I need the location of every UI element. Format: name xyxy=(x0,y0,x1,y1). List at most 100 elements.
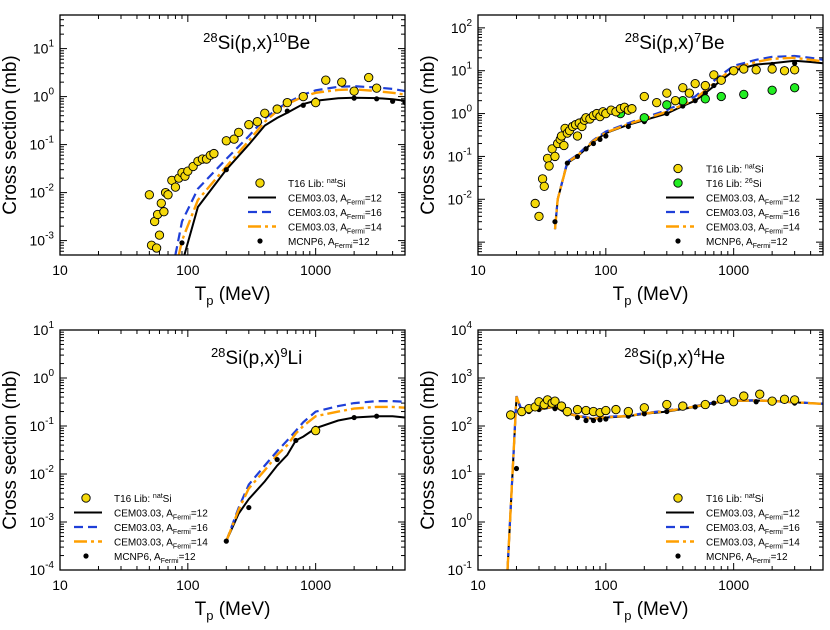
y-tick-label: 10-3 xyxy=(30,512,55,530)
y-tick-label: 100 xyxy=(33,87,55,105)
panel-title: 28Si(p,x)7Be xyxy=(625,30,725,54)
y-tick-label: 100 xyxy=(33,368,55,386)
x-label-unit: (MeV) xyxy=(631,599,688,620)
y-tick-exponent: -3 xyxy=(45,231,54,242)
exp-point xyxy=(678,83,688,93)
y-tick-base: 10 xyxy=(448,148,464,164)
exp-point xyxy=(544,161,554,171)
y-tick-exponent: 2 xyxy=(466,18,472,29)
y-tick-exponent: -1 xyxy=(463,146,472,157)
legend-label: CEM03.03, AFermi=14 xyxy=(288,223,382,236)
exp-point xyxy=(252,117,263,127)
plot-area xyxy=(223,400,405,544)
legend-item-cem12: CEM03.03, AFermi=12 xyxy=(666,509,800,522)
legend-sub: Fermi xyxy=(753,243,771,250)
y-axis-label: Cross section (mb) xyxy=(0,55,21,214)
mcnp-point xyxy=(664,110,670,117)
exp-point xyxy=(539,181,549,192)
mcnp-point xyxy=(513,465,520,472)
series-cem16-line xyxy=(225,400,405,542)
y-tick-label: 101 xyxy=(451,464,473,482)
y-tick-base: 10 xyxy=(33,89,49,105)
plot-area xyxy=(505,389,823,570)
legend-label: CEM03.03, AFermi=14 xyxy=(706,223,800,236)
y-tick-exponent: 0 xyxy=(48,87,54,98)
exp-point xyxy=(700,80,710,91)
exp-point xyxy=(739,64,749,74)
exp-point xyxy=(662,399,672,410)
x-label-sub: p xyxy=(206,608,213,623)
exp-point xyxy=(779,394,790,404)
exp-point xyxy=(311,426,321,436)
exp-point xyxy=(534,211,544,221)
y-tick-base: 10 xyxy=(33,370,49,386)
mcnp-point xyxy=(597,417,603,423)
mcnp-point xyxy=(590,417,597,424)
x-tick-label: 1000 xyxy=(718,262,749,278)
x-tick-label: 1000 xyxy=(300,577,331,593)
legend-label: T16 Lib: 26Si xyxy=(706,178,762,190)
y-tick-base: 10 xyxy=(451,63,467,79)
mcnp-point xyxy=(664,408,670,415)
title-mass-pre: 28 xyxy=(203,30,217,45)
exp-point xyxy=(349,86,359,96)
legend-label: MCNP6, AFermi=12 xyxy=(288,237,370,250)
legend-sup: nat xyxy=(327,178,337,185)
legend-label: CEM03.03, AFermi=12 xyxy=(288,194,382,207)
legend-item-cem14: CEM03.03, AFermi=14 xyxy=(74,538,208,551)
legend-label: MCNP6, AFermi=12 xyxy=(706,552,788,565)
x-label-unit: (MeV) xyxy=(213,599,270,620)
mcnp-point xyxy=(223,167,229,173)
y-tick-exponent: -1 xyxy=(45,416,54,427)
title-mass-product: 10 xyxy=(272,30,286,45)
x-tick-label: 100 xyxy=(594,577,618,593)
exp-point xyxy=(623,406,633,417)
mcnp-point xyxy=(574,153,581,160)
y-tick-exponent: 3 xyxy=(466,368,472,379)
legend-marker xyxy=(255,178,265,188)
y-tick-exponent: 0 xyxy=(466,104,472,115)
exp-point xyxy=(789,395,800,405)
legend-text-end: =16 xyxy=(365,208,382,219)
mcnp-point xyxy=(564,160,570,166)
exp-point xyxy=(170,182,181,192)
panel-title: 28Si(p,x)9Li xyxy=(211,345,302,369)
exp-point xyxy=(789,65,800,75)
legend-text: CEM03.03, A xyxy=(114,538,173,549)
legend-label: T16 Lib: natSi xyxy=(706,493,764,505)
mcnp-point xyxy=(641,411,647,417)
mcnp-point xyxy=(179,240,185,246)
exp-point xyxy=(751,65,761,75)
legend-text: MCNP6, A xyxy=(706,552,753,563)
legend-sub: Fermi xyxy=(347,214,365,221)
legend-sub: Fermi xyxy=(173,515,191,522)
y-tick-base: 10 xyxy=(451,466,467,482)
x-label-main: T xyxy=(195,599,207,620)
exp-point xyxy=(221,136,231,146)
exp26-point xyxy=(662,100,672,110)
y-tick-base: 10 xyxy=(30,562,46,578)
legend-marker xyxy=(81,493,91,503)
y-tick-base: 10 xyxy=(451,322,467,338)
legend-text: T16 Lib: xyxy=(706,494,745,505)
legend-text: MCNP6, A xyxy=(288,237,335,248)
legend-text-end: =12 xyxy=(771,552,788,563)
legend-label: CEM03.03, AFermi=16 xyxy=(114,523,208,536)
mcnp-point xyxy=(583,146,589,152)
mcnp-point xyxy=(351,95,357,101)
x-tick-label: 100 xyxy=(594,262,618,278)
legend-sub: Fermi xyxy=(335,243,353,250)
legend-sub: Fermi xyxy=(753,558,771,565)
legend-item-cem14: CEM03.03, AFermi=14 xyxy=(666,538,800,551)
legend-item-mcnp: MCNP6, AFermi=12 xyxy=(675,237,788,250)
legend-text-end: Si xyxy=(755,165,764,176)
plot-frame xyxy=(59,14,406,256)
legend-text-end: Si xyxy=(753,179,762,190)
legend-item-cem14: CEM03.03, AFermi=14 xyxy=(248,223,382,236)
title-reaction: Si(p,x) xyxy=(218,33,273,54)
legend-sub: Fermi xyxy=(347,229,365,236)
series-cem14-line xyxy=(177,88,405,255)
legend-text-end: Si xyxy=(755,494,764,505)
legend-text-end: Si xyxy=(163,494,172,505)
